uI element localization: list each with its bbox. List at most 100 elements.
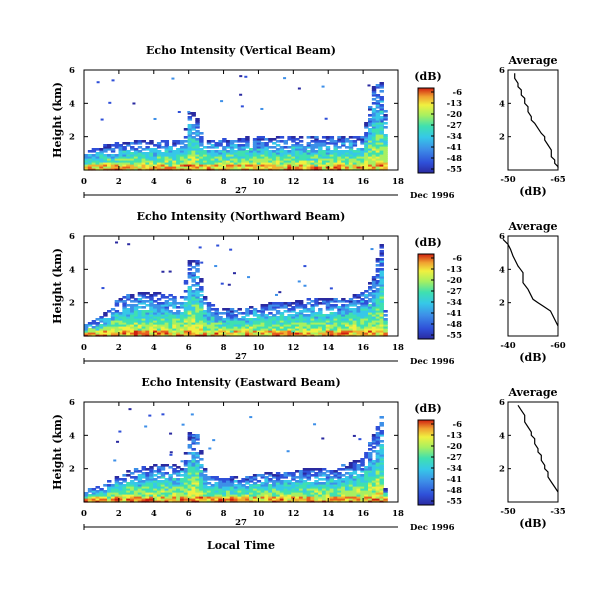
heatmap-cell xyxy=(314,332,319,335)
heatmap-cell xyxy=(249,324,254,327)
heatmap-cell xyxy=(91,328,97,331)
heatmap-cell xyxy=(168,156,173,159)
heatmap-cell xyxy=(137,480,143,483)
heatmap-cell xyxy=(268,480,273,483)
heatmap-cell xyxy=(233,334,239,337)
heatmap-cell xyxy=(187,130,193,133)
heatmap-cell xyxy=(306,152,312,155)
heatmap-cell xyxy=(306,484,312,487)
heatmap-cell xyxy=(264,484,269,487)
heatmap-cell xyxy=(371,158,377,161)
heatmap-cell xyxy=(310,328,315,331)
heatmap-cell xyxy=(295,142,300,145)
heatmap-cell xyxy=(321,150,327,153)
plot-frame xyxy=(83,69,399,171)
heatmap-cell xyxy=(321,490,327,493)
heatmap-cell xyxy=(84,330,89,333)
heatmap-cell xyxy=(279,164,285,167)
heatmap-cell xyxy=(379,108,384,111)
heatmap-cell xyxy=(329,316,335,319)
heatmap-cell xyxy=(191,496,196,499)
colorbar-tick-label: -27 xyxy=(447,453,462,463)
heatmap-cell xyxy=(379,144,384,147)
heatmap-cell xyxy=(229,484,235,487)
heatmap-cell xyxy=(318,164,323,167)
heatmap xyxy=(84,241,388,337)
heatmap-cell xyxy=(206,142,212,145)
heatmap-cell xyxy=(333,146,338,149)
heatmap-cell xyxy=(107,148,112,151)
heatmap-cell xyxy=(110,318,116,321)
heatmap-cell xyxy=(84,492,89,495)
heatmap-cell xyxy=(153,482,158,485)
heatmap-cell xyxy=(249,334,254,337)
heatmap-cell xyxy=(264,490,269,493)
heatmap-cell xyxy=(195,146,200,149)
heatmap-cell xyxy=(379,294,384,297)
heatmap-cell xyxy=(137,490,143,493)
heatmap-cell xyxy=(283,474,288,477)
heatmap-cell xyxy=(133,304,139,307)
heatmap-cell xyxy=(107,490,112,493)
heatmap-cell xyxy=(195,276,200,279)
heatmap-cell xyxy=(371,284,377,287)
heatmap-cell xyxy=(298,160,304,163)
heatmap-cell xyxy=(226,326,231,329)
heatmap-cell xyxy=(110,148,116,151)
heatmap-cell xyxy=(337,486,342,489)
heatmap-cell xyxy=(306,164,312,167)
heatmap-cell xyxy=(149,162,154,165)
heatmap-cell xyxy=(329,490,335,493)
heatmap-cell xyxy=(352,144,358,147)
average-x-label: (dB) xyxy=(519,351,546,364)
colorbar-tick-label: -48 xyxy=(447,154,462,164)
x-tick-label: 0 xyxy=(81,177,87,187)
heatmap-cell xyxy=(379,280,384,283)
heatmap-cell xyxy=(187,128,193,131)
heatmap-cell xyxy=(176,154,181,157)
sparse-echo xyxy=(132,102,136,105)
heatmap-cell xyxy=(202,496,208,499)
heatmap-cell xyxy=(103,332,108,335)
heatmap-cell xyxy=(368,106,373,109)
heatmap-cell xyxy=(179,314,185,317)
heatmap-cell xyxy=(360,500,365,503)
heatmap-cell xyxy=(295,162,300,165)
heatmap-cell xyxy=(341,468,346,471)
heatmap-cell xyxy=(302,160,308,163)
heatmap-cell xyxy=(325,302,331,305)
heatmap-cell xyxy=(375,488,381,491)
heatmap-cell xyxy=(187,276,193,279)
heatmap-cell xyxy=(145,484,150,487)
heatmap-cell xyxy=(337,474,342,477)
heatmap-cell xyxy=(333,298,338,301)
heatmap-cell xyxy=(233,310,239,313)
heatmap-cell xyxy=(145,148,150,151)
heatmap-cell xyxy=(160,152,166,155)
heatmap-cell xyxy=(375,146,381,149)
heatmap-cell xyxy=(191,500,196,503)
heatmap-cell xyxy=(333,500,338,503)
heatmap-cell xyxy=(172,494,177,497)
heatmap-cell xyxy=(310,482,315,485)
heatmap-cell xyxy=(107,480,112,483)
heatmap-cell xyxy=(110,312,116,315)
heatmap-cell xyxy=(298,496,304,499)
heatmap-cell xyxy=(245,166,250,169)
heatmap-cell xyxy=(283,488,288,491)
heatmap-cell xyxy=(130,484,135,487)
heatmap-cell xyxy=(379,284,384,287)
heatmap-cell xyxy=(137,494,143,497)
heatmap-cell xyxy=(252,158,258,161)
heatmap-cell xyxy=(348,480,354,483)
heatmap-cell xyxy=(302,156,308,159)
heatmap-cell xyxy=(145,494,150,497)
heatmap-cell xyxy=(164,464,170,467)
heatmap-cell xyxy=(187,144,193,147)
heatmap-cell xyxy=(356,308,361,311)
heatmap-cell xyxy=(379,84,384,87)
heatmap-cell xyxy=(333,492,338,495)
heatmap-cell xyxy=(87,164,93,167)
heatmap-cell xyxy=(371,120,377,123)
heatmap-cell xyxy=(375,462,381,465)
